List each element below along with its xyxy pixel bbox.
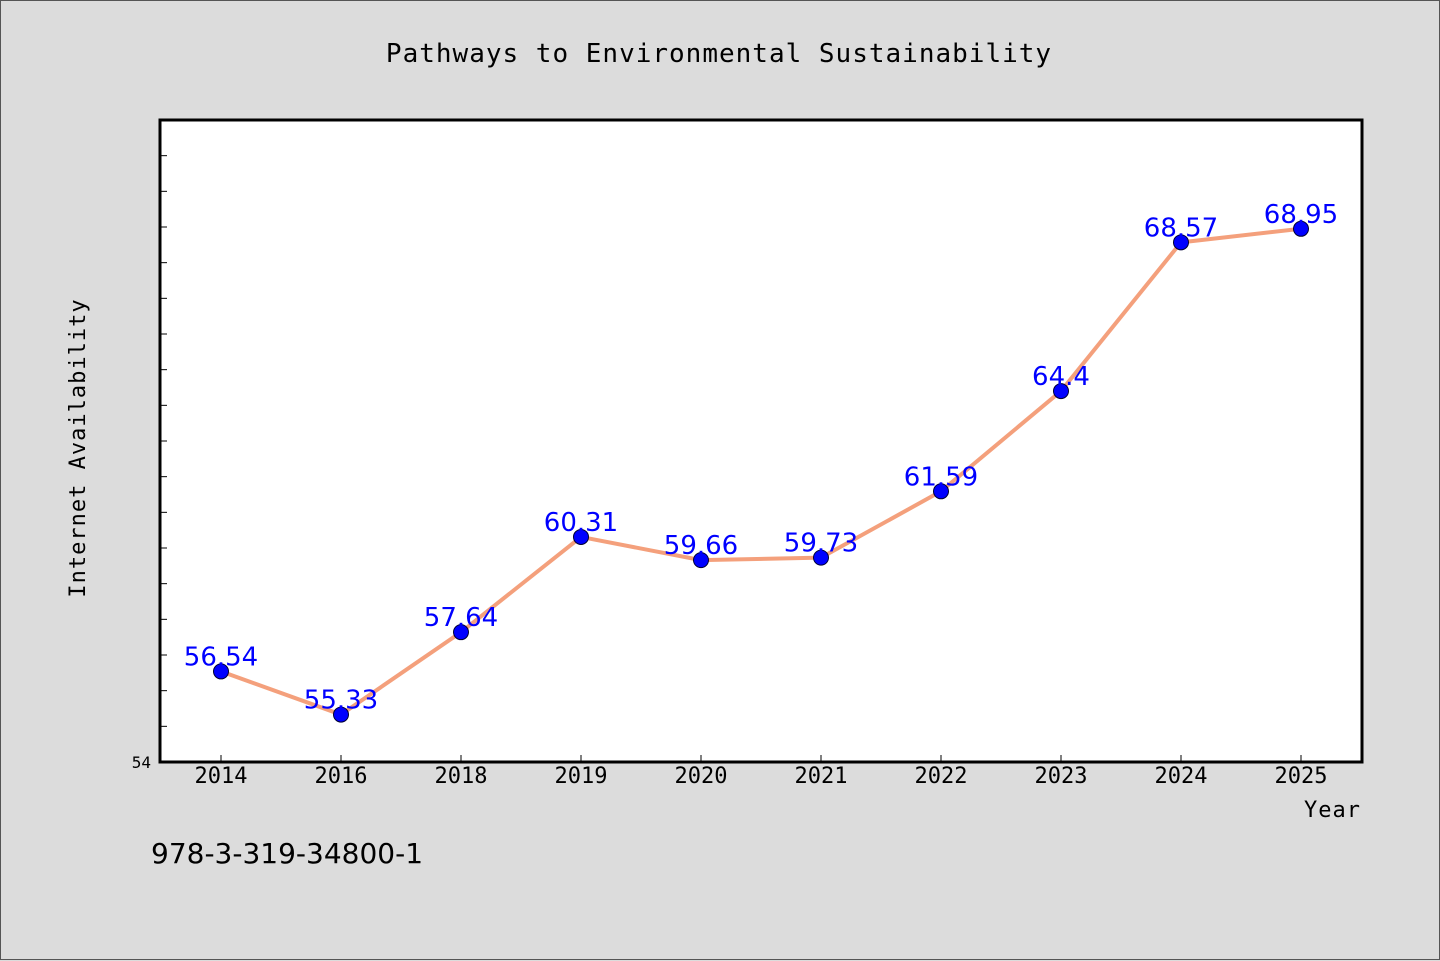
y-axis-label: Internet Availability — [66, 298, 91, 597]
data-point — [453, 624, 469, 641]
data-point — [1293, 220, 1309, 237]
plot-area — [158, 118, 1364, 764]
x-tick-label: 2024 — [1155, 764, 1208, 789]
data-point — [1053, 383, 1069, 400]
data-point — [693, 552, 709, 569]
x-tick-label: 2022 — [915, 764, 968, 789]
data-label: 57.64 — [424, 603, 498, 633]
data-point — [933, 483, 949, 500]
data-label: 56.54 — [184, 642, 258, 672]
data-label: 61.59 — [904, 462, 978, 492]
x-tick-label: 2018 — [435, 764, 488, 789]
x-tick-label: 2019 — [555, 764, 608, 789]
x-tick-label: 2020 — [675, 764, 728, 789]
data-label: 60.31 — [544, 508, 618, 538]
data-label: 55.33 — [304, 686, 378, 716]
x-axis-label: Year — [1304, 798, 1361, 823]
data-point — [333, 706, 349, 723]
y-axis-ticks — [160, 155, 167, 727]
x-tick-label: 2025 — [1275, 764, 1328, 789]
data-point — [1173, 234, 1189, 251]
data-label: 68.95 — [1264, 200, 1338, 230]
data-point — [213, 663, 229, 680]
x-axis-ticks: 2014 2016 2018 2019 2020 2021 2022 2023 2024 2025 — [195, 755, 1328, 789]
chart-title: Pathways to Environmental Sustainability — [386, 39, 1052, 69]
data-point — [573, 528, 589, 545]
isbn-footnote: 978-3-319-34800-1 — [151, 837, 423, 870]
data-point — [813, 549, 829, 566]
x-tick-label: 2016 — [315, 764, 368, 789]
x-tick-label: 2021 — [795, 764, 848, 789]
series-line — [219, 226, 1303, 717]
x-tick-label: 2014 — [195, 764, 248, 789]
y-axis-min-label: 54 — [132, 753, 151, 772]
data-label: 59.66 — [664, 531, 738, 561]
data-label: 64.4 — [1032, 362, 1090, 392]
series-group: 56.54 55.33 57.64 60.31 59.66 59.73 61.59 64.4 6… — [184, 200, 1338, 723]
data-label: 68.57 — [1144, 213, 1218, 243]
data-label: 59.73 — [784, 529, 858, 559]
x-tick-label: 2023 — [1035, 764, 1088, 789]
